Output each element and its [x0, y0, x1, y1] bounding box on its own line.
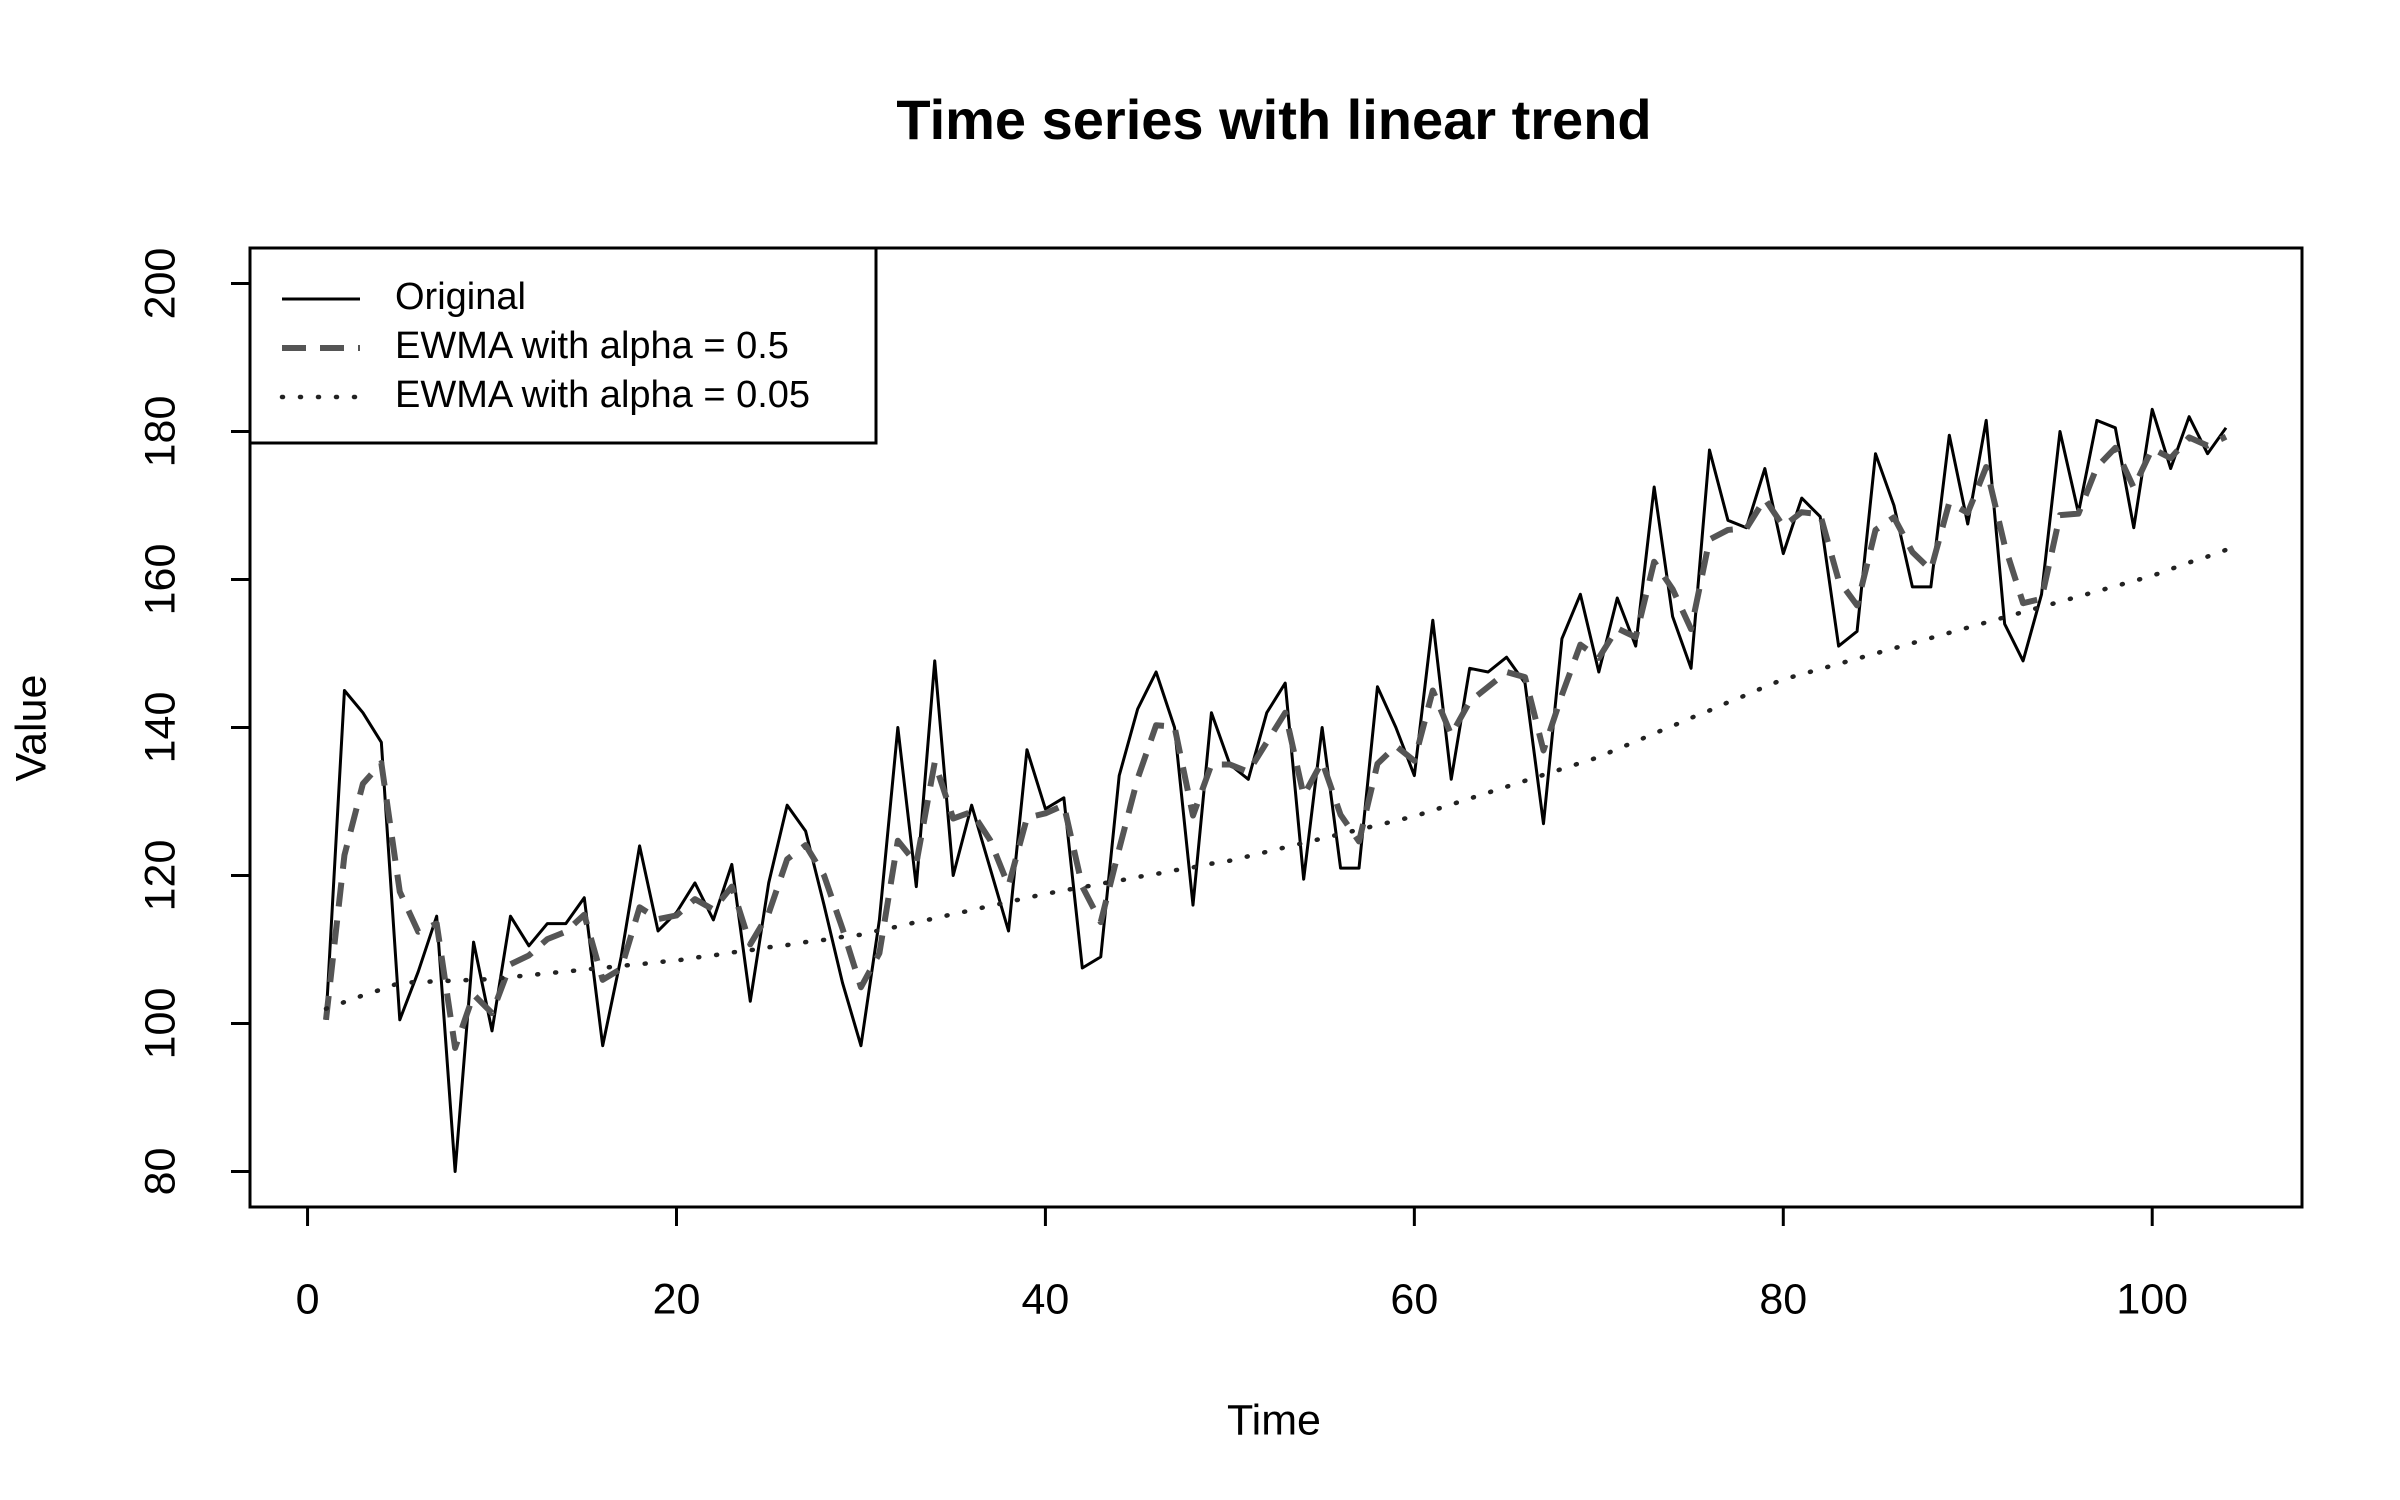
series-line	[323, 547, 2229, 1011]
x-tick-label: 20	[653, 1275, 701, 1323]
series-line	[324, 407, 2228, 1173]
chart-title: Time series with linear trend	[896, 88, 1651, 151]
y-tick-label: 160	[136, 544, 184, 616]
y-tick-label: 80	[136, 1148, 184, 1196]
legend-label: EWMA with alpha = 0.5	[395, 325, 789, 367]
series-line	[323, 433, 2228, 1051]
y-tick-label: 120	[136, 840, 184, 912]
y-axis-label: Value	[7, 675, 55, 782]
legend-label: Original	[395, 276, 526, 318]
y-tick-label: 140	[136, 692, 184, 764]
x-tick-label: 100	[2116, 1275, 2188, 1323]
x-tick-label: 40	[1021, 1275, 1069, 1323]
legend-box	[248, 246, 878, 445]
y-tick-label: 200	[136, 248, 184, 320]
y-tick-label: 180	[136, 396, 184, 468]
x-axis-label: Time	[1227, 1396, 1321, 1444]
legend-label: EWMA with alpha = 0.05	[395, 374, 810, 416]
x-tick-label: 60	[1390, 1275, 1438, 1323]
x-tick-label: 80	[1759, 1275, 1807, 1323]
y-tick-label: 100	[136, 988, 184, 1060]
x-tick-label: 0	[296, 1275, 320, 1323]
